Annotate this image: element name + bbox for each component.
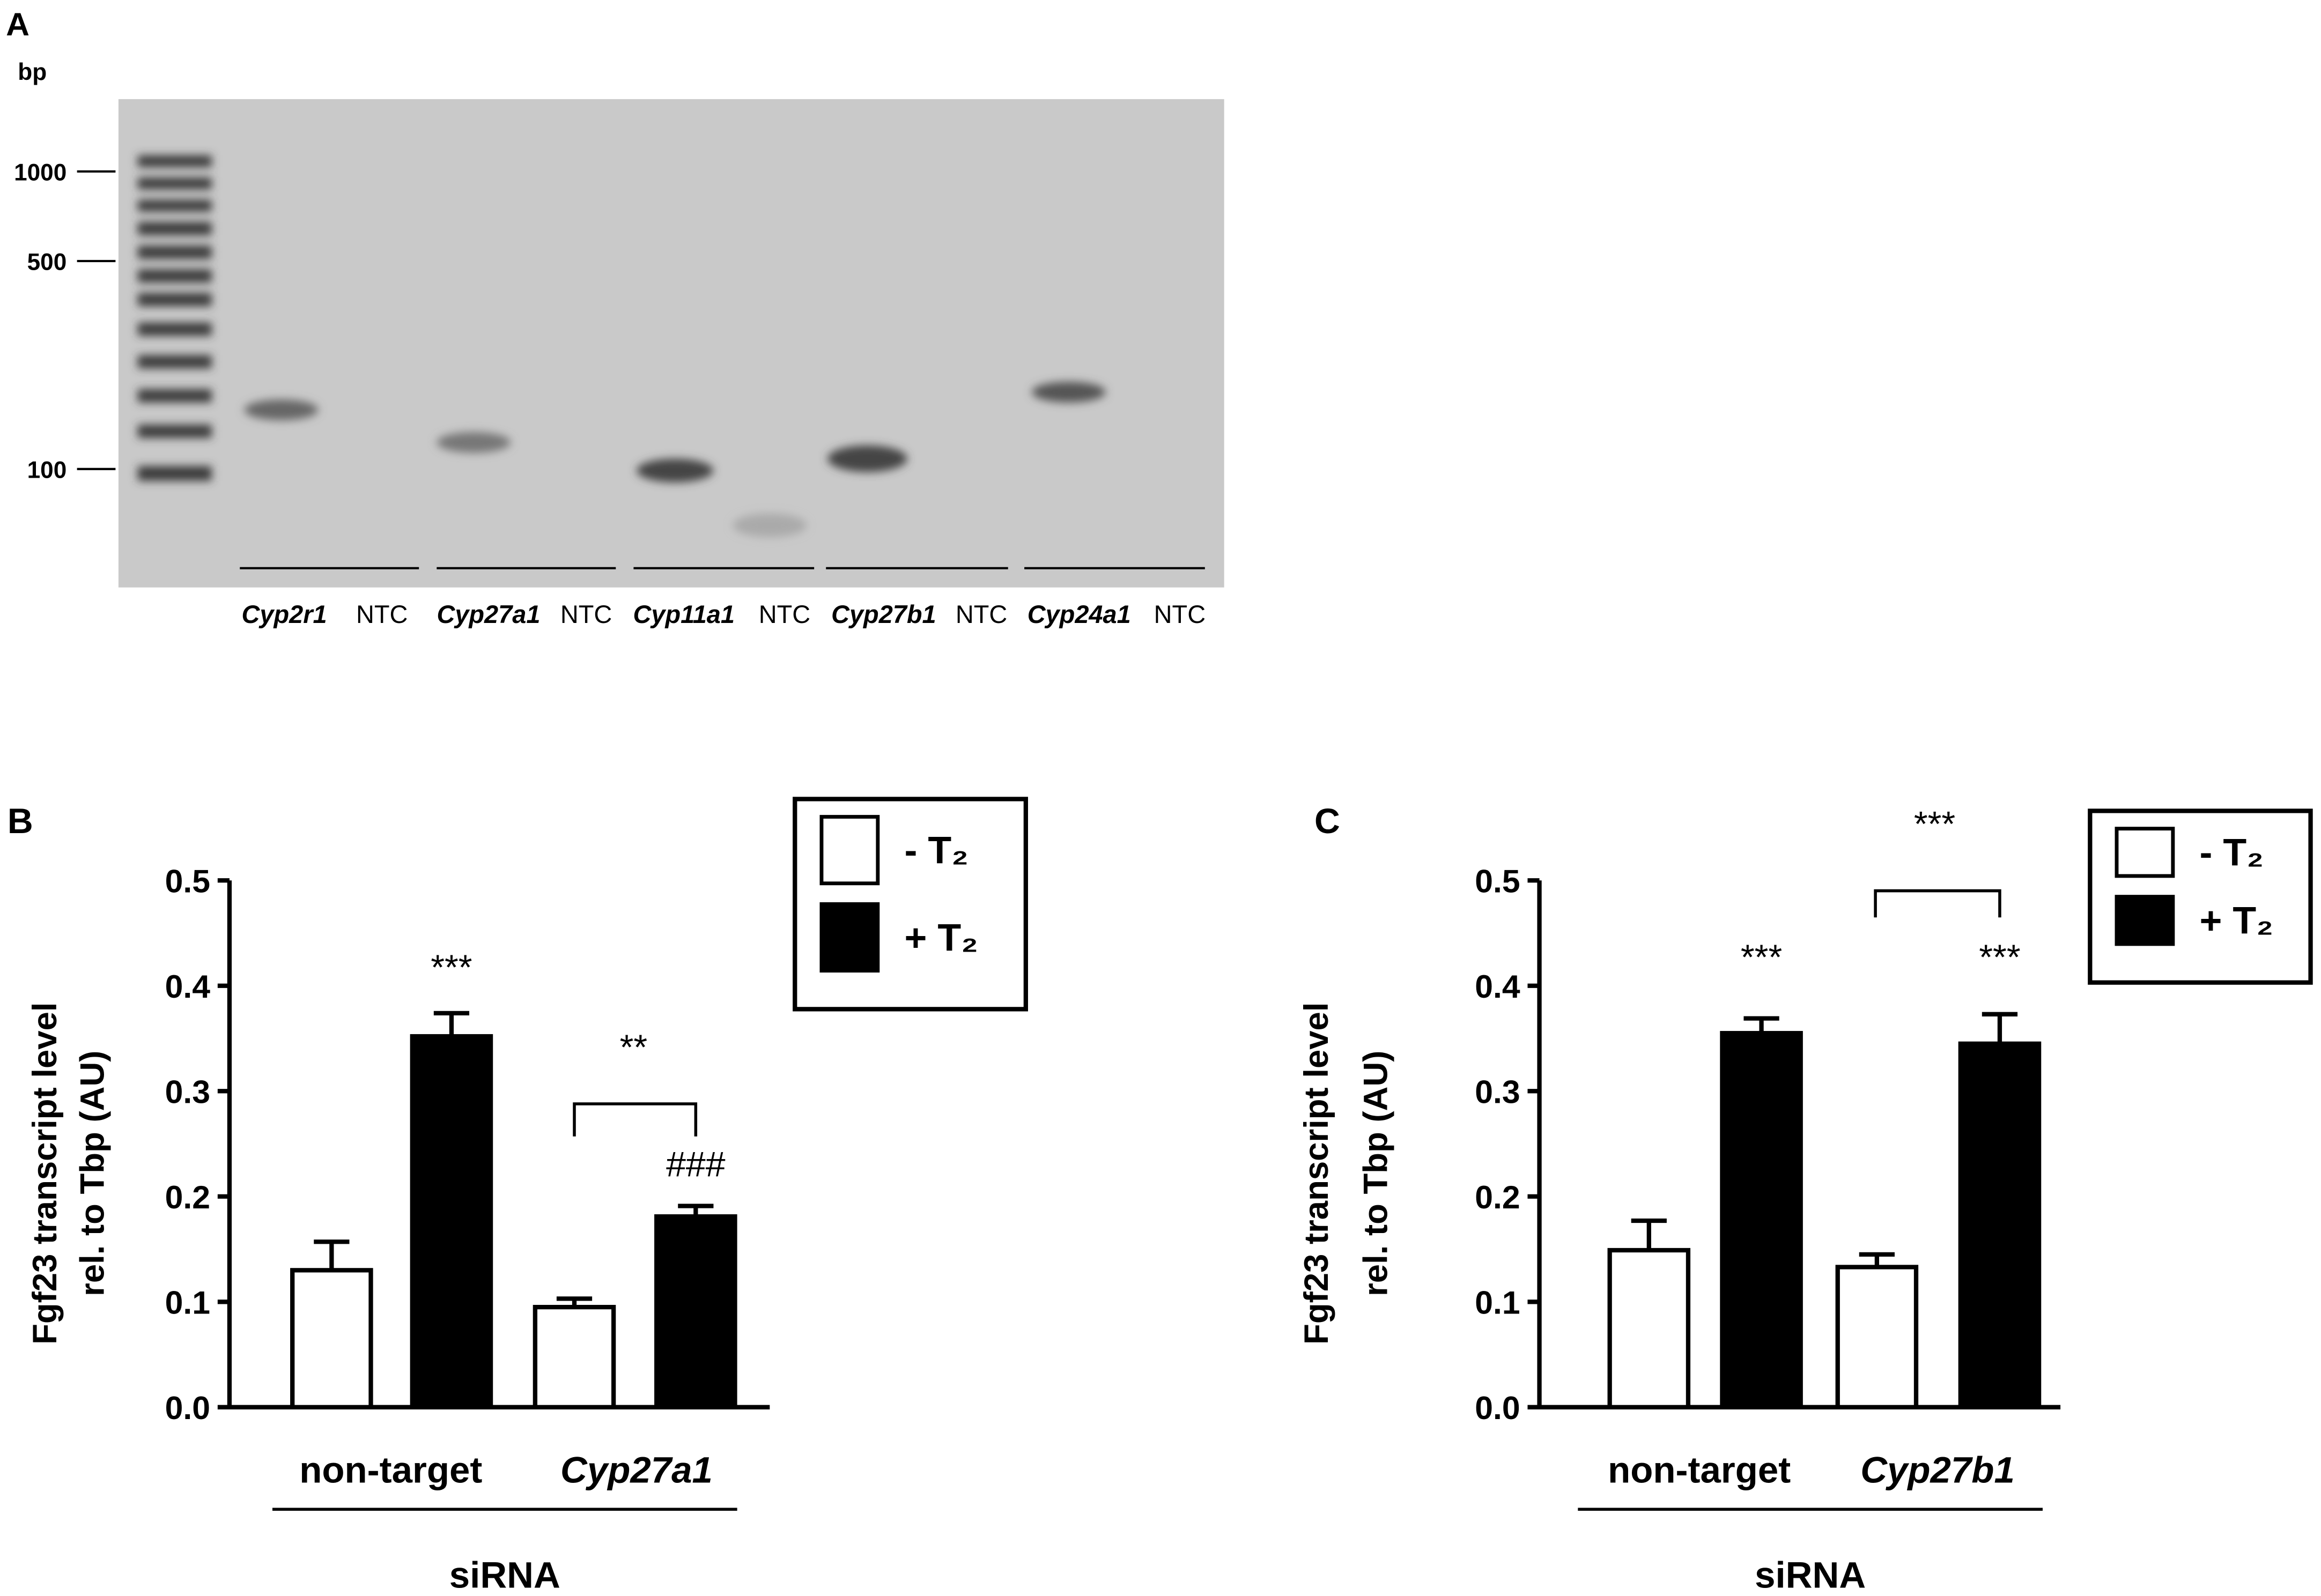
lane-label: NTC (759, 600, 810, 628)
bar (290, 1268, 373, 1409)
bar (533, 1304, 616, 1409)
y-tick-label: 0.1 (1475, 1284, 1520, 1320)
annotation: *** (1914, 804, 1955, 844)
lane-label: Cyp2r1 (242, 600, 327, 628)
legend-label: - T₂ (905, 829, 969, 872)
y-axis-label: Fgf23 transcript level (1298, 1003, 1335, 1345)
error-bar (1631, 1218, 1667, 1251)
annotation: *** (431, 948, 472, 988)
y-axis-label: bp (18, 59, 47, 85)
panel-label: C (1314, 801, 1340, 841)
bar (1720, 1031, 1803, 1409)
y-tick-label: 0.4 (165, 968, 211, 1005)
error-bar (314, 1239, 350, 1271)
panel-label: A (6, 6, 29, 42)
legend-label: + T₂ (905, 916, 979, 959)
y-tick-label: 100 (27, 457, 67, 483)
bar (654, 1214, 737, 1409)
error-bar (1982, 1012, 2018, 1044)
x-axis-label: siRNA (449, 1555, 560, 1596)
error-bar (433, 1011, 470, 1037)
lane-label: Cyp24a1 (1028, 600, 1131, 628)
legend-swatch (2115, 895, 2175, 946)
y-tick-label: 0.5 (165, 863, 210, 899)
annotation: *** (1979, 938, 2020, 977)
lane-label: NTC (1154, 600, 1206, 628)
lane-label: Cyp27a1 (437, 600, 540, 628)
bar (1607, 1248, 1691, 1409)
y-tick-label: 500 (27, 249, 67, 275)
legend-label: + T₂ (2200, 900, 2274, 942)
y-tick-label: 1000 (14, 159, 66, 185)
legend-swatch (2115, 827, 2175, 878)
y-tick-label: 0.4 (1475, 968, 1520, 1005)
significance-bracket (1874, 889, 2001, 918)
y-axis-label: rel. to Tbp (AU) (1357, 1051, 1394, 1296)
error-bar (556, 1296, 593, 1308)
annotation: ** (620, 1028, 648, 1067)
x-tick-label: Cyp27a1 (560, 1450, 713, 1491)
error-bar (1859, 1252, 1895, 1267)
legend-swatch (819, 902, 880, 973)
lane-label: NTC (356, 600, 408, 628)
lane-label: NTC (956, 600, 1007, 628)
annotation: ### (666, 1145, 726, 1184)
lane-label: NTC (560, 600, 612, 628)
gel-image (118, 99, 1224, 588)
legend-swatch (819, 815, 880, 886)
error-bar (678, 1204, 714, 1217)
y-tick-label: 0.2 (1475, 1179, 1520, 1215)
x-tick-label: non-target (299, 1450, 482, 1491)
y-tick-label: 0.1 (165, 1284, 210, 1320)
y-tick-label: 0.3 (165, 1073, 210, 1110)
bar (410, 1034, 493, 1409)
y-tick-label: 0.2 (165, 1179, 210, 1215)
y-axis-label: Fgf23 transcript level (26, 1003, 64, 1345)
annotation: *** (1741, 938, 1782, 977)
bar (1958, 1041, 2042, 1409)
lane-label: Cyp27b1 (831, 600, 936, 628)
x-tick-label: Cyp27b1 (1860, 1450, 2015, 1491)
y-tick-label: 0.5 (1475, 863, 1520, 899)
lane-label: Cyp11a1 (633, 600, 735, 628)
y-axis-label: rel. to Tbp (AU) (73, 1051, 111, 1296)
x-tick-label: non-target (1608, 1450, 1791, 1491)
y-tick-label: 0.3 (1475, 1073, 1520, 1110)
x-axis-label: siRNA (1755, 1555, 1866, 1596)
bar (1835, 1265, 1919, 1409)
panel-label: B (8, 801, 33, 841)
y-tick-label: 0.0 (165, 1390, 210, 1426)
error-bar (1743, 1016, 1779, 1034)
legend-label: - T₂ (2200, 832, 2264, 874)
significance-bracket (573, 1102, 698, 1137)
y-tick-label: 0.0 (1475, 1390, 1520, 1426)
